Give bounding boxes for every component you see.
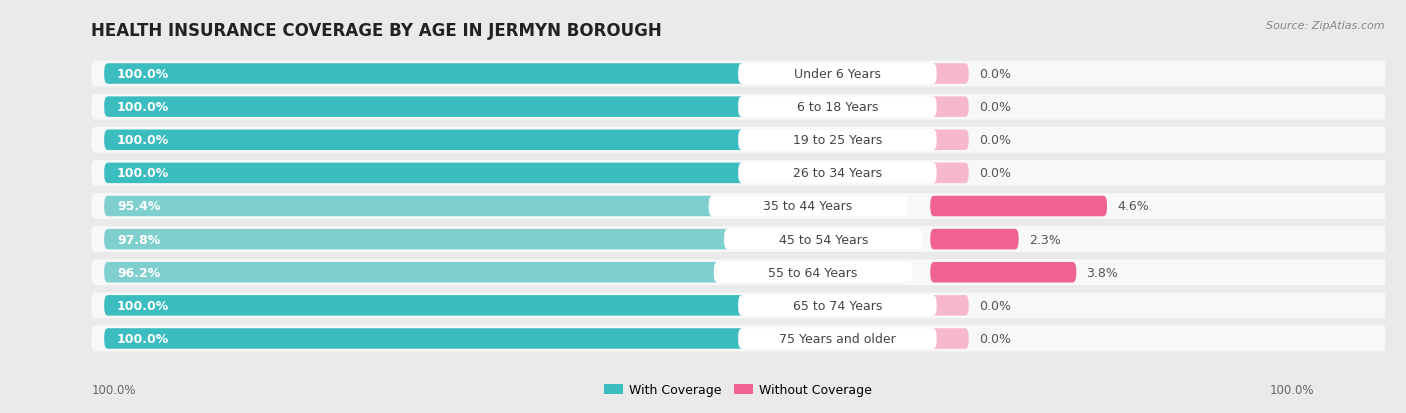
Text: 55 to 64 Years: 55 to 64 Years <box>769 266 858 279</box>
Text: Source: ZipAtlas.com: Source: ZipAtlas.com <box>1267 21 1385 31</box>
Text: 100.0%: 100.0% <box>117 299 169 312</box>
FancyBboxPatch shape <box>104 196 716 217</box>
Text: 100.0%: 100.0% <box>117 167 169 180</box>
Text: 100.0%: 100.0% <box>117 332 169 345</box>
FancyBboxPatch shape <box>738 97 936 118</box>
Text: 2.3%: 2.3% <box>1029 233 1060 246</box>
Text: 0.0%: 0.0% <box>979 134 1011 147</box>
Text: 0.0%: 0.0% <box>979 68 1011 81</box>
FancyBboxPatch shape <box>738 163 936 184</box>
FancyBboxPatch shape <box>91 128 1398 153</box>
Text: 35 to 44 Years: 35 to 44 Years <box>763 200 852 213</box>
FancyBboxPatch shape <box>104 97 745 118</box>
Text: 97.8%: 97.8% <box>117 233 160 246</box>
Text: 100.0%: 100.0% <box>117 68 169 81</box>
FancyBboxPatch shape <box>104 130 745 151</box>
FancyBboxPatch shape <box>91 161 1398 186</box>
Text: 65 to 74 Years: 65 to 74 Years <box>793 299 882 312</box>
Text: 19 to 25 Years: 19 to 25 Years <box>793 134 882 147</box>
Text: 100.0%: 100.0% <box>117 101 169 114</box>
FancyBboxPatch shape <box>104 295 745 316</box>
Text: 0.0%: 0.0% <box>979 167 1011 180</box>
FancyBboxPatch shape <box>931 295 969 316</box>
Text: HEALTH INSURANCE COVERAGE BY AGE IN JERMYN BOROUGH: HEALTH INSURANCE COVERAGE BY AGE IN JERM… <box>91 22 662 40</box>
FancyBboxPatch shape <box>91 95 1398 120</box>
FancyBboxPatch shape <box>104 64 745 85</box>
FancyBboxPatch shape <box>104 229 731 250</box>
FancyBboxPatch shape <box>931 196 1107 217</box>
FancyBboxPatch shape <box>931 130 969 151</box>
Text: 100.0%: 100.0% <box>1270 384 1315 396</box>
FancyBboxPatch shape <box>91 227 1398 252</box>
FancyBboxPatch shape <box>104 163 745 184</box>
Text: 6 to 18 Years: 6 to 18 Years <box>797 101 879 114</box>
Text: 4.6%: 4.6% <box>1118 200 1149 213</box>
FancyBboxPatch shape <box>738 64 936 85</box>
FancyBboxPatch shape <box>709 196 907 217</box>
FancyBboxPatch shape <box>738 130 936 151</box>
FancyBboxPatch shape <box>724 229 922 250</box>
Text: 95.4%: 95.4% <box>117 200 160 213</box>
FancyBboxPatch shape <box>931 97 969 118</box>
FancyBboxPatch shape <box>931 328 969 349</box>
Text: 0.0%: 0.0% <box>979 332 1011 345</box>
FancyBboxPatch shape <box>91 260 1398 285</box>
Text: 0.0%: 0.0% <box>979 101 1011 114</box>
FancyBboxPatch shape <box>714 262 912 283</box>
FancyBboxPatch shape <box>104 262 720 283</box>
FancyBboxPatch shape <box>104 328 745 349</box>
FancyBboxPatch shape <box>91 326 1398 351</box>
FancyBboxPatch shape <box>91 293 1398 318</box>
Text: 100.0%: 100.0% <box>117 134 169 147</box>
FancyBboxPatch shape <box>91 62 1398 87</box>
FancyBboxPatch shape <box>931 64 969 85</box>
Text: 45 to 54 Years: 45 to 54 Years <box>779 233 868 246</box>
Text: 26 to 34 Years: 26 to 34 Years <box>793 167 882 180</box>
FancyBboxPatch shape <box>738 328 936 349</box>
Text: 0.0%: 0.0% <box>979 299 1011 312</box>
FancyBboxPatch shape <box>738 295 936 316</box>
Text: Under 6 Years: Under 6 Years <box>794 68 880 81</box>
FancyBboxPatch shape <box>931 262 1076 283</box>
FancyBboxPatch shape <box>931 229 1018 250</box>
Text: 96.2%: 96.2% <box>117 266 160 279</box>
Legend: With Coverage, Without Coverage: With Coverage, Without Coverage <box>599 378 877 401</box>
Text: 3.8%: 3.8% <box>1087 266 1118 279</box>
Text: 100.0%: 100.0% <box>91 384 136 396</box>
Text: 75 Years and older: 75 Years and older <box>779 332 896 345</box>
FancyBboxPatch shape <box>91 194 1398 219</box>
FancyBboxPatch shape <box>931 163 969 184</box>
